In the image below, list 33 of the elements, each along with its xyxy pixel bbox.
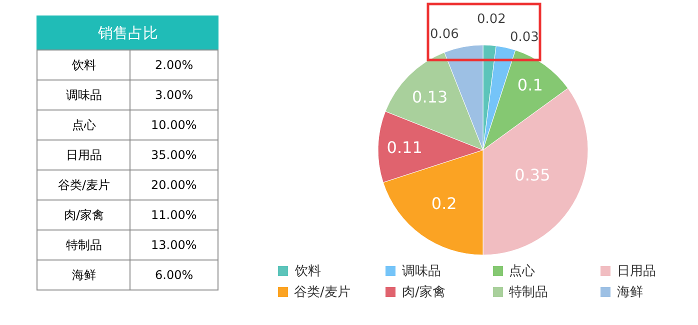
text: 13.00% xyxy=(151,238,197,252)
data-label: 0.2 xyxy=(431,194,457,213)
category-label: 点心 xyxy=(72,118,96,132)
category-label: 饮料 xyxy=(71,58,96,72)
legend-label: 海鲜 xyxy=(617,285,643,300)
category-label: 特制品 xyxy=(66,238,102,252)
category-label: 海鲜 xyxy=(72,268,96,282)
category-label: 日用品 xyxy=(66,148,102,162)
legend-label: 特制品 xyxy=(509,285,548,300)
data-label: 0.06 xyxy=(430,27,459,42)
data-label: 0.35 xyxy=(514,166,550,185)
text: 销售占比 xyxy=(97,24,158,42)
category-label: 谷类/麦片 xyxy=(58,178,110,192)
category-label: 肉/家禽 xyxy=(64,208,104,222)
data-label: 0.02 xyxy=(477,12,506,27)
data-label: 0.13 xyxy=(412,87,448,106)
legend-label: 点心 xyxy=(509,263,535,279)
text: 6.00% xyxy=(155,268,194,282)
legend-label: 饮料 xyxy=(294,264,321,279)
text: 2.00% xyxy=(155,58,194,72)
text: 20.00% xyxy=(151,178,197,192)
text: 3.00% xyxy=(155,88,194,102)
category-label: 调味品 xyxy=(66,88,102,102)
text: 10.00% xyxy=(151,118,197,132)
legend-label: 肉/家禽 xyxy=(402,284,446,300)
data-label: 0.03 xyxy=(510,30,539,45)
legend-label: 日用品 xyxy=(617,264,656,279)
legend-label: 调味品 xyxy=(402,264,441,279)
data-label: 0.1 xyxy=(517,76,543,95)
text: 35.00% xyxy=(151,148,197,162)
data-label: 0.11 xyxy=(386,138,422,158)
legend-label: 谷类/麦片 xyxy=(294,285,350,300)
text: 11.00% xyxy=(151,208,197,222)
